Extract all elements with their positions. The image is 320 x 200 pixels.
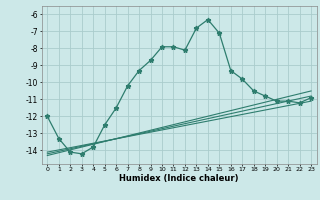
X-axis label: Humidex (Indice chaleur): Humidex (Indice chaleur) <box>119 174 239 183</box>
